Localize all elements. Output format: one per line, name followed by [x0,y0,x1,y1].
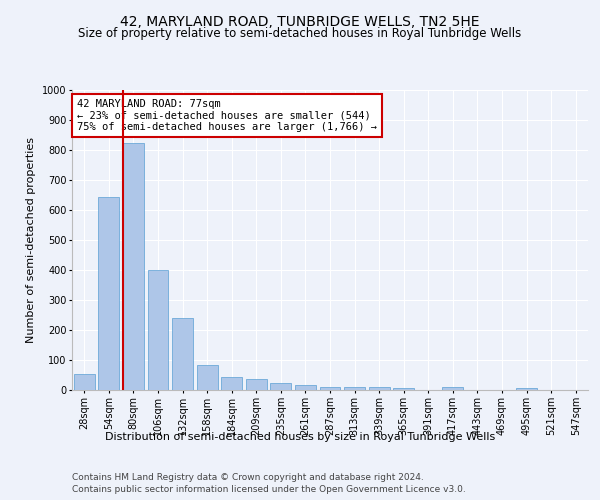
Bar [368,387,389,390]
Bar [320,387,340,390]
Bar [442,387,463,390]
Bar [98,196,119,390]
Bar [123,142,144,390]
Bar [295,385,316,390]
Y-axis label: Number of semi-detached properties: Number of semi-detached properties [26,137,37,343]
Bar [516,388,537,390]
Bar [74,374,95,390]
Bar [148,270,169,390]
Text: Distribution of semi-detached houses by size in Royal Tunbridge Wells: Distribution of semi-detached houses by … [105,432,495,442]
Bar [393,388,414,390]
Bar [271,384,292,390]
Text: Contains public sector information licensed under the Open Government Licence v3: Contains public sector information licen… [72,485,466,494]
Text: Contains HM Land Registry data © Crown copyright and database right 2024.: Contains HM Land Registry data © Crown c… [72,472,424,482]
Bar [246,378,267,390]
Text: Size of property relative to semi-detached houses in Royal Tunbridge Wells: Size of property relative to semi-detach… [79,28,521,40]
Text: 42, MARYLAND ROAD, TUNBRIDGE WELLS, TN2 5HE: 42, MARYLAND ROAD, TUNBRIDGE WELLS, TN2 … [120,15,480,29]
Bar [172,318,193,390]
Bar [197,364,218,390]
Bar [221,378,242,390]
Text: 42 MARYLAND ROAD: 77sqm
← 23% of semi-detached houses are smaller (544)
75% of s: 42 MARYLAND ROAD: 77sqm ← 23% of semi-de… [77,99,377,132]
Bar [344,387,365,390]
